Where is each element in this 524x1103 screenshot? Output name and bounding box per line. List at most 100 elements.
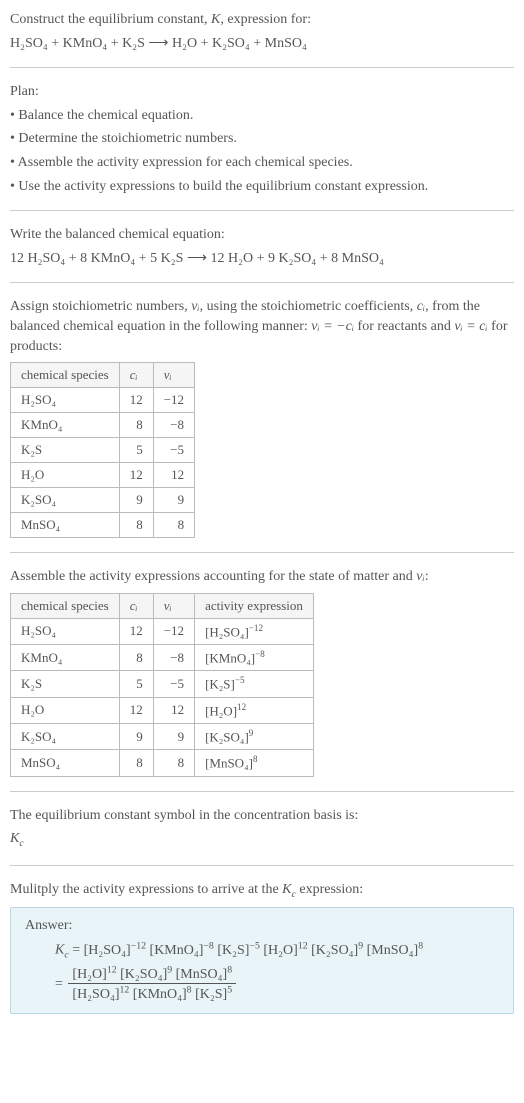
vi-cell: 8	[153, 513, 194, 538]
activity-vi: νᵢ	[416, 569, 424, 584]
ci-cell: 9	[119, 724, 153, 750]
balanced-right: 12 H₂O + 9 K₂SO₄ + 8 MnSO₄	[210, 251, 383, 266]
table-header: cᵢ	[119, 363, 153, 388]
vi-cell: 12	[153, 463, 194, 488]
table-row: K₂S5−5	[11, 438, 195, 463]
table-header: chemical species	[11, 363, 120, 388]
vi-cell: −5	[153, 438, 194, 463]
divider	[10, 552, 514, 553]
eq-left: H₂SO₄ + KMnO₄ + K₂S	[10, 36, 145, 51]
numerator-term: [H₂O]12	[72, 967, 120, 982]
species-cell: K₂S	[11, 671, 120, 697]
table-row: MnSO₄88	[11, 513, 195, 538]
table-row: K₂SO₄99[K₂SO₄]9	[11, 724, 314, 750]
ans-eq: =	[69, 943, 84, 958]
ci-cell: 12	[119, 618, 153, 644]
answer-term: [MnSO₄]8	[367, 943, 423, 958]
activity-colon: :	[425, 569, 429, 584]
symbol-kc: Kc	[10, 829, 514, 851]
activity-cell: [MnSO₄]8	[195, 750, 314, 776]
fraction-denominator: [H₂SO₄]12 [KMnO₄]8 [K₂S]5	[68, 984, 236, 1003]
answer-term: [K₂S]−5	[217, 943, 263, 958]
divider	[10, 67, 514, 68]
table-row: K₂S5−5[K₂S]−5	[11, 671, 314, 697]
ci-cell: 5	[119, 438, 153, 463]
ci-cell: 8	[119, 513, 153, 538]
answer-frac-line: = [H₂O]12 [K₂SO₄]9 [MnSO₄]8 [H₂SO₄]12 [K…	[55, 965, 499, 1003]
vi-cell: 9	[153, 488, 194, 513]
vi-cell: 9	[153, 724, 194, 750]
table-header: activity expression	[195, 593, 314, 618]
ci-cell: 12	[119, 388, 153, 413]
stoich-intro: Assign stoichiometric numbers, νᵢ, using…	[10, 297, 514, 356]
multiply-line: Mulitply the activity expressions to arr…	[10, 880, 514, 902]
table-row: H₂SO₄12−12[H₂SO₄]−12	[11, 618, 314, 644]
answer-fraction: [H₂O]12 [K₂SO₄]9 [MnSO₄]8 [H₂SO₄]12 [KMn…	[68, 965, 236, 1003]
activity-cell: [K₂S]−5	[195, 671, 314, 697]
balanced-equation: 12 H₂SO₄ + 8 KMnO₄ + 5 K₂S ⟶ 12 H₂O + 9 …	[10, 249, 514, 269]
table-row: H₂O1212	[11, 463, 195, 488]
ci-cell: 8	[119, 750, 153, 776]
activity-cell: [H₂O]12	[195, 697, 314, 723]
activity-t1: Assemble the activity expressions accoun…	[10, 569, 416, 584]
intro-equation: H₂SO₄ + KMnO₄ + K₂S ⟶ H₂O + K₂SO₄ + MnSO…	[10, 34, 514, 54]
activity-intro: Assemble the activity expressions accoun…	[10, 567, 514, 587]
kc-k: K	[10, 831, 19, 846]
answer-box: Answer: Kc = [H₂SO₄]−12 [KMnO₄]−8 [K₂S]−…	[10, 907, 514, 1014]
plan-list: • Balance the chemical equation. • Determ…	[10, 106, 514, 196]
vi-cell: −12	[153, 618, 194, 644]
vi-cell: −5	[153, 671, 194, 697]
symbol-line: The equilibrium constant symbol in the c…	[10, 806, 514, 826]
balanced-left: 12 H₂SO₄ + 8 KMnO₄ + 5 K₂S	[10, 251, 183, 266]
kc-sub: c	[19, 838, 23, 849]
table-row: KMnO₄8−8[KMnO₄]−8	[11, 645, 314, 671]
stoich-t1: Assign stoichiometric numbers,	[10, 299, 191, 314]
species-cell: H₂SO₄	[11, 388, 120, 413]
answer-expr: Kc = [H₂SO₄]−12 [KMnO₄]−8 [K₂S]−5 [H₂O]1…	[55, 940, 499, 960]
divider	[10, 282, 514, 283]
activity-cell: [H₂SO₄]−12	[195, 618, 314, 644]
stoich-table: chemical speciescᵢνᵢH₂SO₄12−12KMnO₄8−8K₂…	[10, 362, 195, 538]
plan-item: • Use the activity expressions to build …	[10, 177, 514, 197]
balanced-arrow: ⟶	[187, 251, 207, 266]
intro-text-1b: , expression for:	[220, 12, 311, 27]
plan-item: • Determine the stoichiometric numbers.	[10, 129, 514, 149]
denominator-term: [H₂SO₄]12	[72, 987, 132, 1002]
denominator-term: [K₂S]5	[195, 987, 232, 1002]
species-cell: KMnO₄	[11, 413, 120, 438]
fraction-numerator: [H₂O]12 [K₂SO₄]9 [MnSO₄]8	[68, 965, 236, 985]
table-header: cᵢ	[119, 593, 153, 618]
numerator-term: [MnSO₄]8	[176, 967, 232, 982]
species-cell: H₂SO₄	[11, 618, 120, 644]
vi-cell: 12	[153, 697, 194, 723]
denominator-term: [KMnO₄]8	[133, 987, 195, 1002]
species-cell: KMnO₄	[11, 645, 120, 671]
activity-table: chemical speciescᵢνᵢactivity expressionH…	[10, 593, 314, 777]
species-cell: K₂SO₄	[11, 724, 120, 750]
plan-item: • Balance the chemical equation.	[10, 106, 514, 126]
intro-text-1: Construct the equilibrium constant,	[10, 12, 211, 27]
stoich-ci: cᵢ	[417, 299, 425, 314]
divider	[10, 865, 514, 866]
table-header: chemical species	[11, 593, 120, 618]
species-cell: K₂SO₄	[11, 488, 120, 513]
species-cell: H₂O	[11, 463, 120, 488]
stoich-vi: νᵢ	[191, 299, 199, 314]
numerator-term: [K₂SO₄]9	[120, 967, 176, 982]
stoich-rel2: νᵢ = cᵢ	[454, 319, 487, 334]
mul-kc: K	[282, 882, 291, 897]
table-row: MnSO₄88[MnSO₄]8	[11, 750, 314, 776]
divider	[10, 791, 514, 792]
table-row: KMnO₄8−8	[11, 413, 195, 438]
ci-cell: 12	[119, 697, 153, 723]
answer-term: [KMnO₄]−8	[150, 943, 218, 958]
plan-title: Plan:	[10, 82, 514, 102]
vi-cell: −12	[153, 388, 194, 413]
table-header: νᵢ	[153, 363, 194, 388]
mul-t2: expression:	[296, 882, 363, 897]
activity-cell: [K₂SO₄]9	[195, 724, 314, 750]
intro-line: Construct the equilibrium constant, K, e…	[10, 10, 514, 30]
intro-k: K	[211, 12, 220, 27]
table-row: H₂O1212[H₂O]12	[11, 697, 314, 723]
ci-cell: 12	[119, 463, 153, 488]
